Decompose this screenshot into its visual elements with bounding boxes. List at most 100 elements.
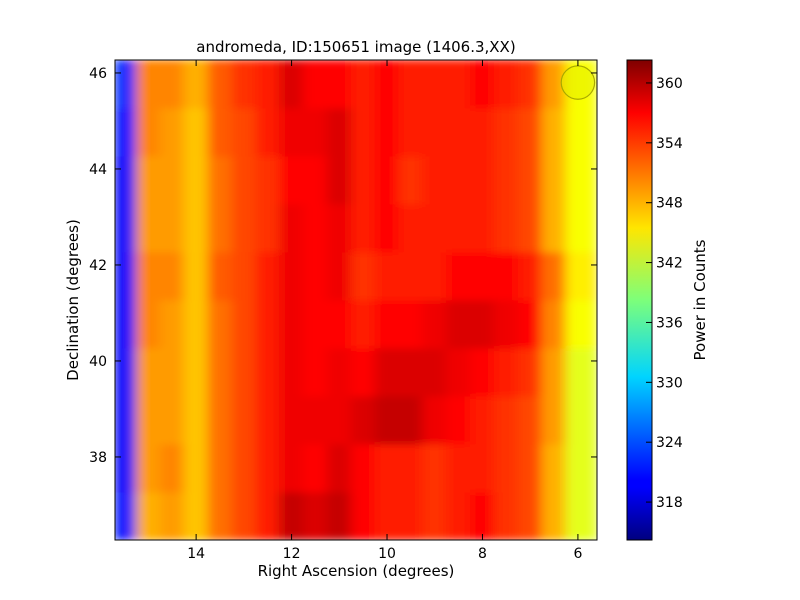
heatmap-cell [207,108,233,158]
heatmap-cell [326,348,352,398]
heatmap-cell [303,156,328,206]
heatmap-cell [231,444,257,494]
heatmap-cell [303,108,328,158]
heatmap-cell [517,444,543,494]
heatmap-cell [183,300,209,350]
heatmap-cell [115,204,137,254]
heatmap-cell [446,252,472,302]
heatmap-cell [470,204,495,254]
heatmap-cell [326,396,352,446]
heatmap-cell [470,60,495,110]
source-marker [560,65,596,100]
heatmap-cell [517,204,543,254]
heatmap-cell [303,252,328,302]
plot-frame [114,59,598,541]
heatmap-cell [135,156,161,206]
heatmap-cell [231,204,257,254]
heatmap-cell [255,108,281,158]
heatmap-cell [183,60,209,110]
heatmap-cell [446,348,472,398]
heatmap-cell [135,300,161,350]
colorbar-tick-label: 330 [656,375,683,391]
heatmap-cell [326,492,352,540]
heatmap-cell [374,396,400,446]
heatmap-cell [422,60,448,110]
heatmap-cell [303,204,328,254]
heatmap-cell [255,204,281,254]
heatmap-cell [255,444,281,494]
heatmap [115,60,597,540]
colorbar-tick-label: 360 [656,76,683,92]
heatmap-cell [374,108,400,158]
heatmap-cell [207,300,233,350]
heatmap-cell [350,204,376,254]
colorbar-label: Power in Counts [691,239,709,360]
heatmap-cell [493,108,519,158]
heatmap-cell [541,204,567,254]
heatmap-cell [565,108,597,158]
heatmap-cell [422,348,448,398]
colorbar [626,59,653,541]
heatmap-cell [517,108,543,158]
heatmap-cell [470,300,495,350]
heatmap-cell [422,396,448,446]
heatmap-cell [135,444,161,494]
heatmap-cell [446,300,472,350]
heatmap-cell [279,108,305,158]
heatmap-cell [326,444,352,494]
heatmap-cell [565,348,597,398]
heatmap-cell [135,204,161,254]
heatmap-cell [398,60,424,110]
heatmap-cell [303,492,328,540]
heatmap-cell [279,492,305,540]
heatmap-cell [422,444,448,494]
heatmap-cell [183,492,209,540]
heatmap-cell [159,156,185,206]
chart-title: andromeda, ID:150651 image (1406.3,XX) [196,38,515,56]
x-tick-label: 14 [187,546,205,562]
heatmap-cell [303,300,328,350]
heatmap-cell [541,348,567,398]
heatmap-cell [398,348,424,398]
heatmap-cell [493,156,519,206]
heatmap-cell [135,252,161,302]
y-tick-label: 42 [89,258,107,274]
heatmap-cell [115,444,137,494]
heatmap-cell [326,252,352,302]
colorbar-tick-label: 324 [656,435,683,451]
heatmap-cell [231,60,257,110]
heatmap-cell [374,300,400,350]
heatmap-cell [398,396,424,446]
heatmap-cell [255,156,281,206]
colorbar-tick-label: 348 [656,196,683,212]
heatmap-cell [493,252,519,302]
heatmap-cell [135,108,161,158]
heatmap-cell [398,156,424,206]
heatmap-cell [470,348,495,398]
heatmap-cell [279,252,305,302]
heatmap-cell [541,156,567,206]
heatmap-cell [255,396,281,446]
heatmap-cell [565,444,597,494]
heatmap-cell [446,204,472,254]
heatmap-cell [115,60,137,110]
y-tick-label: 46 [89,66,107,82]
heatmap-cell [183,396,209,446]
heatmap-cell [183,252,209,302]
heatmap-cell [493,348,519,398]
heatmap-cell [183,204,209,254]
heatmap-cell [115,252,137,302]
heatmap-cell [374,492,400,540]
heatmap-cell [115,156,137,206]
heatmap-cell [135,396,161,446]
heatmap-cell [183,156,209,206]
heatmap-cell [422,156,448,206]
heatmap-cell [541,444,567,494]
heatmap-cell [303,444,328,494]
heatmap-cell [565,492,597,540]
heatmap-cell [446,156,472,206]
heatmap-cell [398,252,424,302]
heatmap-cell [115,108,137,158]
heatmap-cell [303,348,328,398]
heatmap-cell [279,348,305,398]
